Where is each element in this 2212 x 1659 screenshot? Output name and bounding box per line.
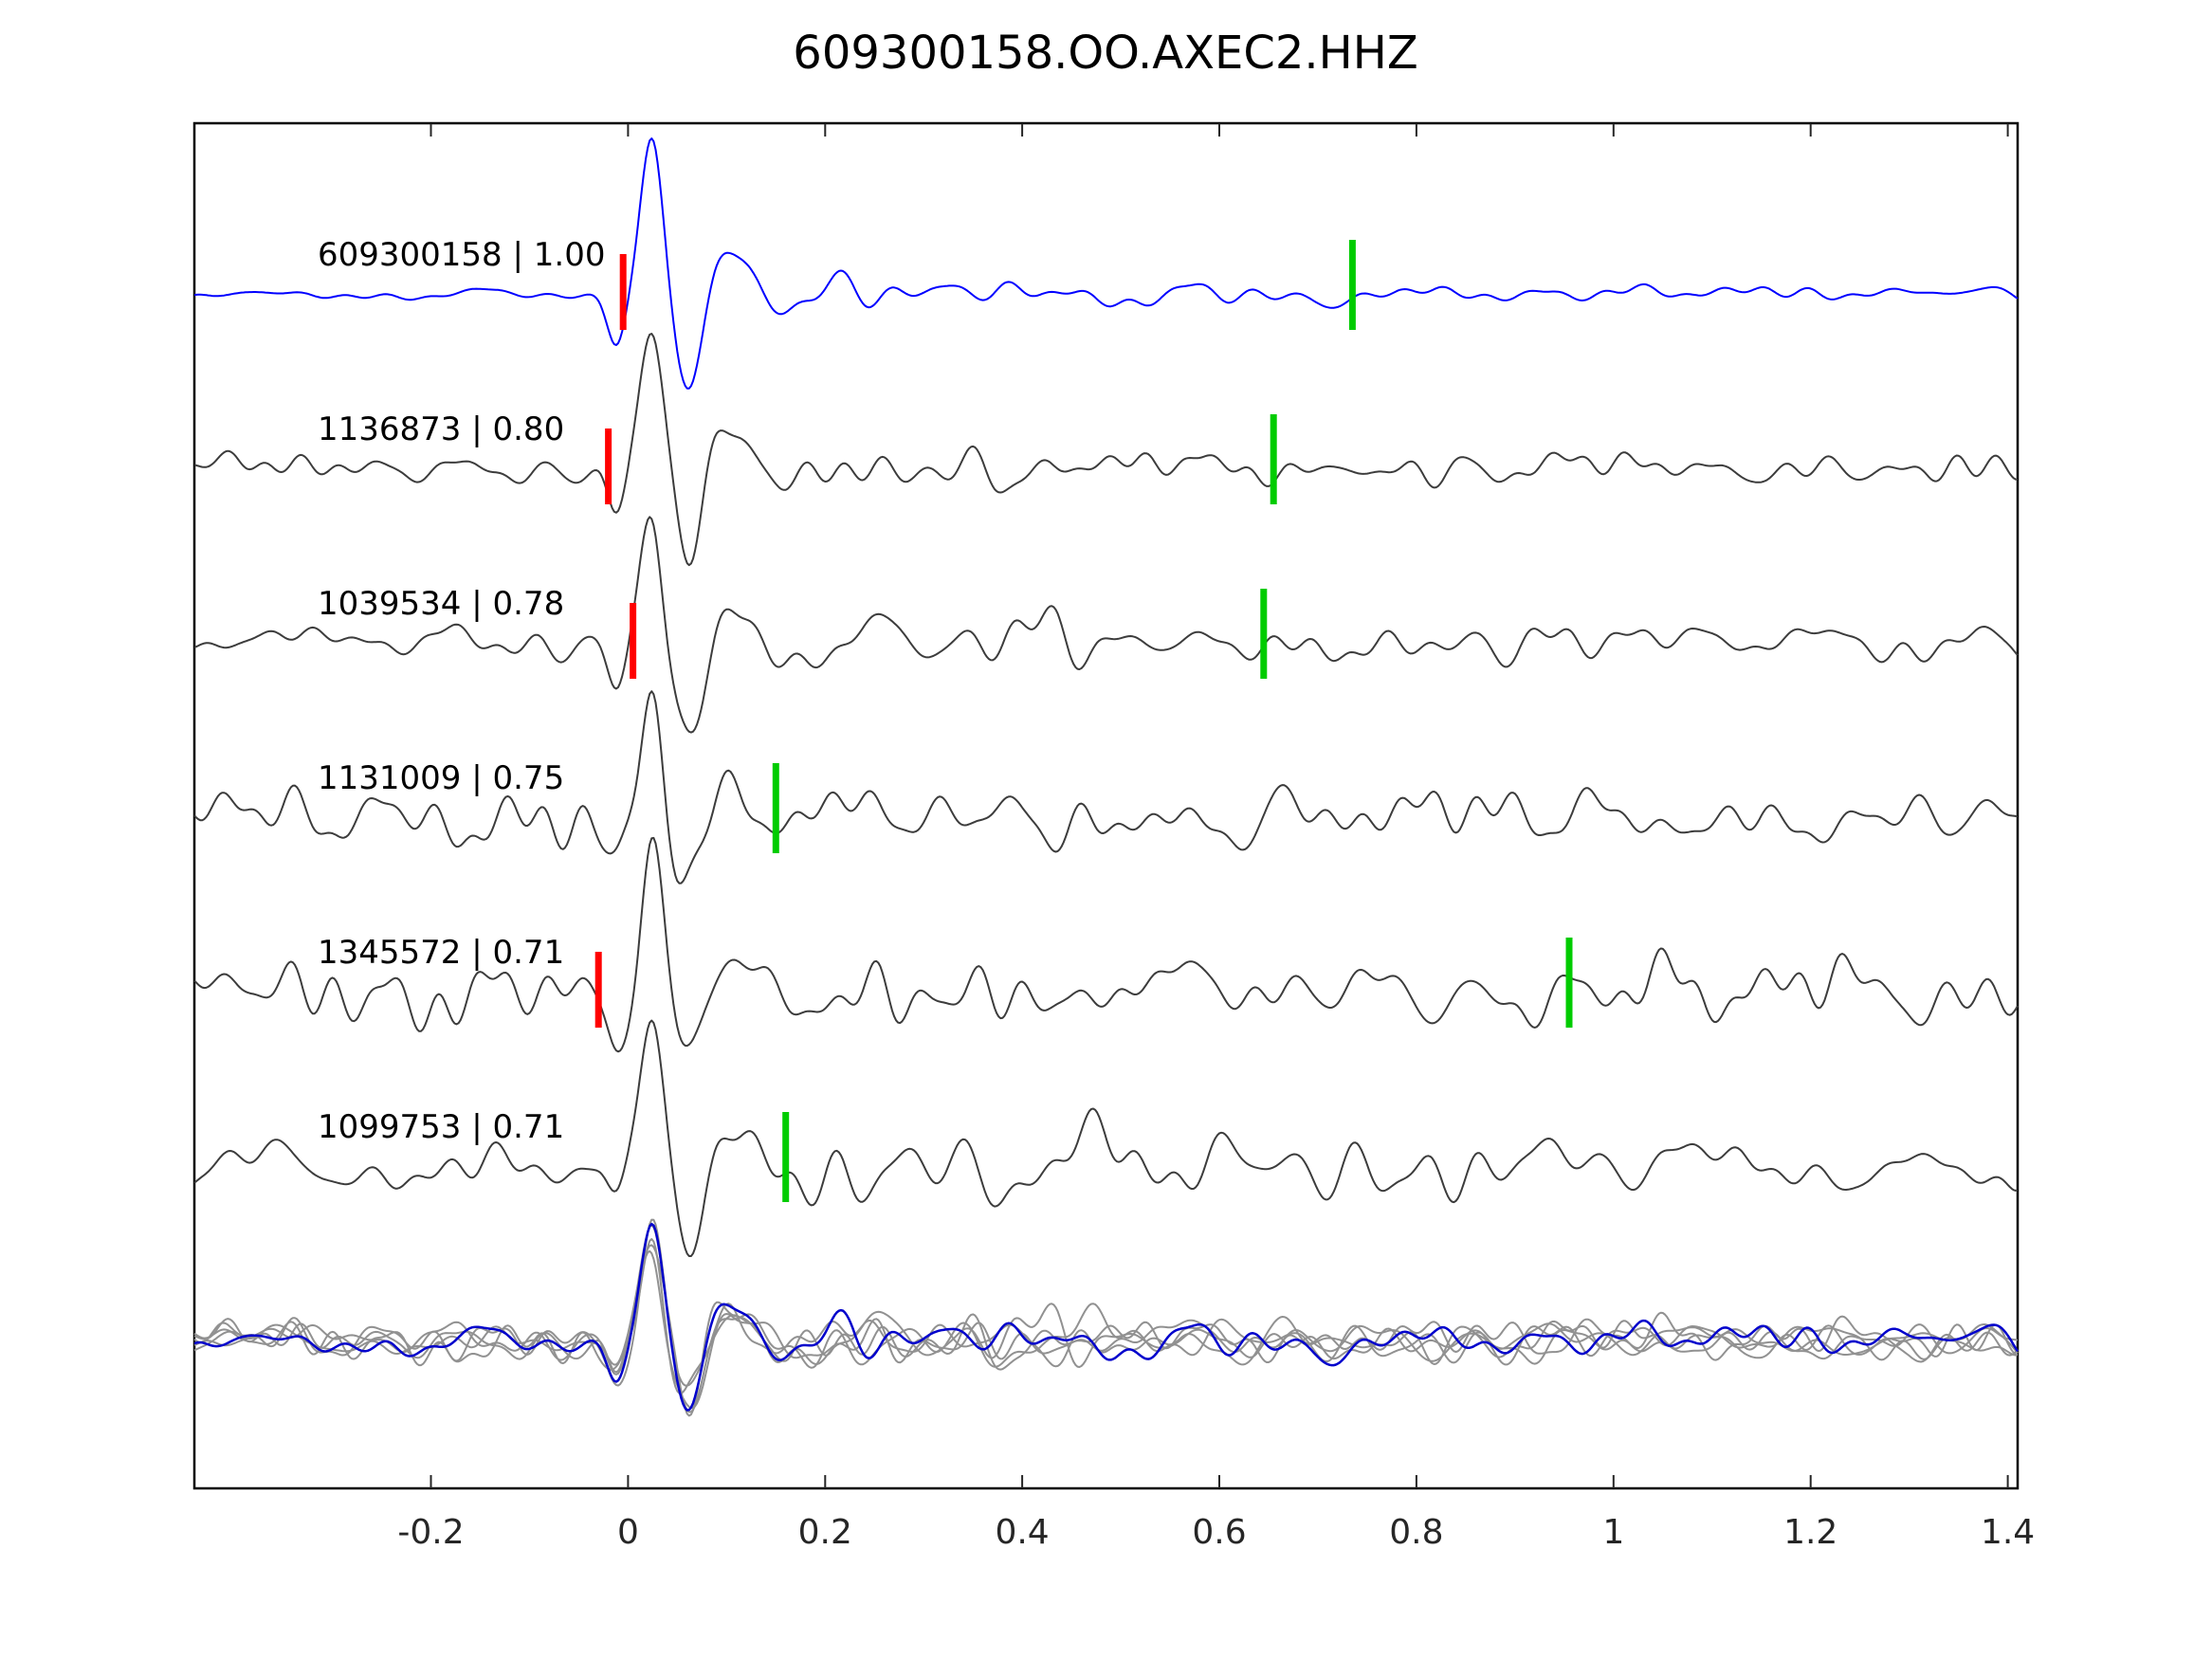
- trace-label: 609300158 | 1.00: [318, 236, 605, 274]
- x-tick-label: 1: [1602, 1513, 1624, 1552]
- x-axis-ticks: [430, 123, 2009, 1488]
- trace-label: 1039534 | 0.78: [318, 585, 564, 623]
- trace-label: 1099753 | 0.71: [318, 1108, 564, 1146]
- trace-label: 1136873 | 0.80: [318, 410, 564, 448]
- waveform-trace: [193, 333, 2019, 567]
- waveform-trace: [193, 516, 2019, 734]
- waveform-trace: [193, 690, 2019, 884]
- x-tick-label: 0.8: [1389, 1513, 1443, 1552]
- pick-markers: [594, 240, 1573, 1202]
- overlay-gray-trace: [193, 1249, 2019, 1410]
- x-tick-label: 0.6: [1192, 1513, 1246, 1552]
- x-tick-label: 0.2: [798, 1513, 852, 1552]
- overlay-gray-trace: [193, 1238, 2019, 1395]
- x-tick-label: -0.2: [397, 1513, 464, 1552]
- x-tick-label: 1.4: [1981, 1513, 2035, 1552]
- x-axis-tick-labels: -0.2 0 0.2 0.4 0.6 0.8 1 1.2 1.4: [397, 1513, 2035, 1552]
- plot-border: [192, 121, 2020, 1490]
- waveform-trace: [193, 137, 2019, 390]
- trace-label: 1345572 | 0.71: [318, 934, 564, 972]
- figure-title: 609300158.OO.AXEC2.HHZ: [793, 27, 1417, 80]
- x-tick-label: 0: [617, 1513, 639, 1552]
- overlay-blue-trace: [193, 1222, 2020, 1412]
- waveform-traces: [193, 137, 2020, 1417]
- waveform-trace: [193, 836, 2019, 1053]
- trace-labels: 609300158 | 1.00 1136873 | 0.80 1039534 | …: [318, 236, 605, 1146]
- x-tick-label: 1.2: [1783, 1513, 1837, 1552]
- x-tick-label: 0.4: [995, 1513, 1049, 1552]
- trace-label: 1131009 | 0.75: [318, 759, 564, 797]
- waveform-trace: [193, 1019, 2019, 1257]
